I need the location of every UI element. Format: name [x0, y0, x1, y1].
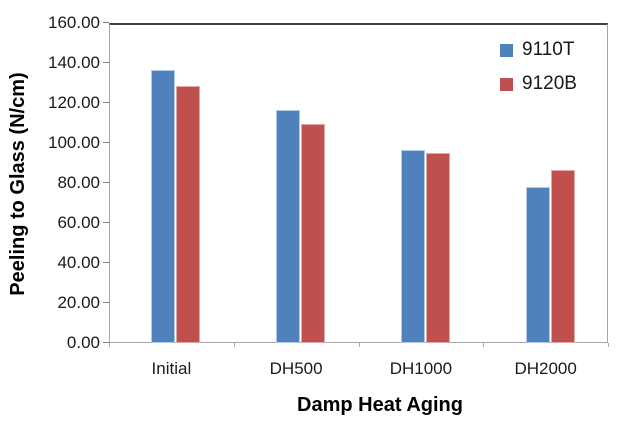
- y-tick-label: 120.00: [48, 93, 100, 112]
- bar-9110T-Initial: [151, 70, 176, 343]
- legend: 9110T 9120B: [500, 40, 577, 108]
- y-tick-mark: [103, 102, 109, 103]
- legend-swatch-icon: [500, 43, 513, 57]
- bar-9120B-DH500: [301, 124, 326, 343]
- legend-label: 9120B: [522, 73, 577, 94]
- x-tick-mark: [234, 343, 235, 347]
- y-tick-mark: [103, 342, 109, 343]
- bar-9110T-DH2000: [525, 187, 550, 343]
- y-tick-label: 100.00: [48, 133, 100, 152]
- y-tick-mark: [103, 62, 109, 63]
- x-tick-mark: [109, 343, 110, 347]
- bar-9120B-Initial: [176, 86, 201, 343]
- bar-9120B-DH2000: [550, 170, 575, 343]
- y-tick-label: 0.00: [66, 333, 100, 352]
- legend-item-9120B: 9120B: [500, 74, 577, 94]
- x-category-label: DH2000: [514, 359, 577, 378]
- x-axis-title: Damp Heat Aging: [297, 394, 463, 416]
- x-tick-mark: [608, 343, 609, 347]
- bar-9110T-DH1000: [400, 150, 425, 343]
- y-tick-label: 20.00: [57, 293, 100, 312]
- y-tick-mark: [103, 142, 109, 143]
- x-category-label: DH1000: [389, 359, 453, 378]
- legend-item-9110T: 9110T: [500, 40, 577, 60]
- legend-swatch-icon: [500, 77, 513, 91]
- x-category-label: Initial: [151, 359, 192, 378]
- y-tick-mark: [103, 302, 109, 303]
- y-tick-label: 40.00: [57, 253, 100, 272]
- y-tick-mark: [103, 262, 109, 263]
- y-tick-label: 80.00: [57, 173, 100, 192]
- x-tick-mark: [359, 343, 360, 347]
- bar-9120B-DH1000: [425, 153, 450, 343]
- y-tick-mark: [103, 22, 109, 23]
- x-tick-mark: [483, 343, 484, 347]
- y-tick-label: 160.00: [48, 13, 100, 32]
- y-tick-mark: [103, 222, 109, 223]
- legend-label: 9110T: [522, 39, 575, 60]
- y-tick-label: 140.00: [48, 53, 100, 72]
- y-tick-mark: [103, 182, 109, 183]
- bar-9110T-DH500: [276, 110, 301, 343]
- x-category-label: DH500: [269, 359, 323, 378]
- y-tick-label: 60.00: [57, 213, 100, 232]
